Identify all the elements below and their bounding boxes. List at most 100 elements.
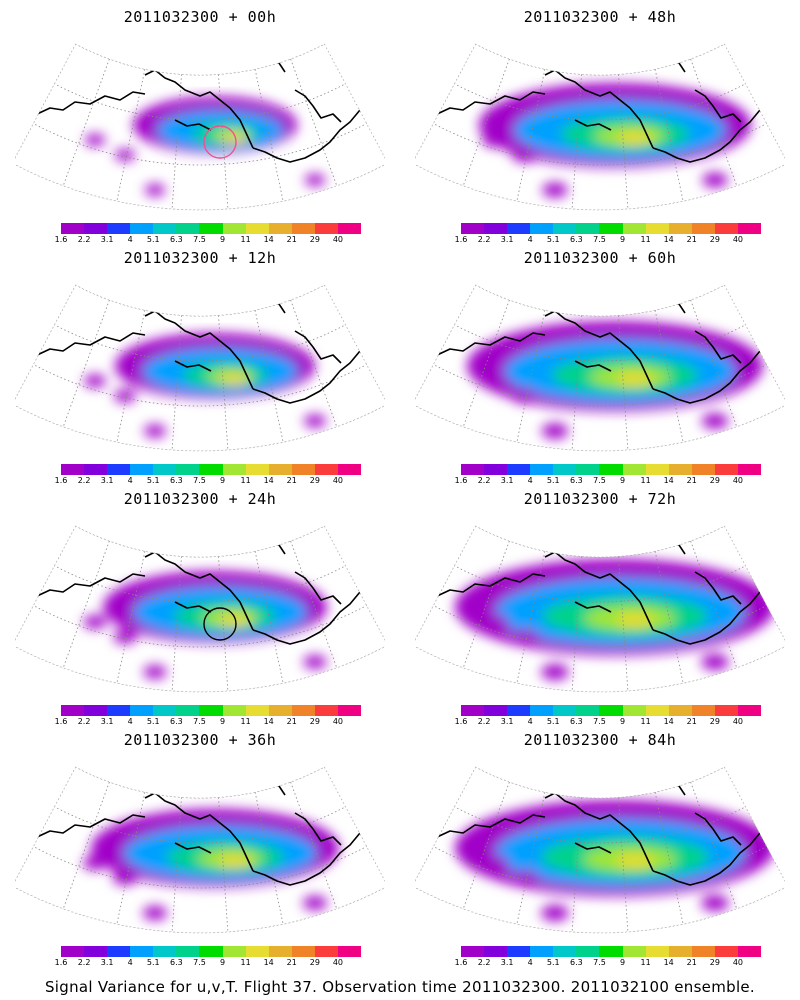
map-boundary: [15, 43, 385, 211]
colorbar-tick-label: 29: [709, 476, 720, 485]
colorbar-tick-label: 6.3: [170, 958, 183, 967]
colorbar-swatch: [199, 946, 223, 957]
coast-segment: [34, 573, 146, 598]
colorbar-tick-label: 3.1: [100, 235, 114, 244]
island-outline: [640, 543, 646, 549]
colorbar-swatch: [84, 946, 108, 957]
colorbar-swatch: [645, 705, 669, 716]
meridian-line: [171, 797, 182, 933]
colorbar: [61, 464, 362, 475]
variance-patch: [541, 423, 569, 439]
island-outline: [652, 770, 658, 776]
colorbar-swatch: [714, 705, 738, 716]
island-outline: [628, 47, 634, 53]
coast-segment: [544, 310, 654, 390]
variance-patch: [511, 388, 539, 404]
colorbar: [61, 223, 362, 234]
latitude-line: [459, 766, 741, 799]
colorbar-swatch: [668, 705, 692, 716]
colorbar-tick-label: 5.1: [146, 235, 160, 244]
colorbar-swatch: [222, 223, 246, 234]
colorbar-tick-label: 7.5: [593, 476, 606, 485]
latitude-line: [35, 72, 365, 121]
meridian-line: [290, 781, 338, 910]
colorbar-tick-label: 1.6: [54, 717, 68, 726]
colorbar-swatch: [599, 223, 623, 234]
meridian-line: [690, 781, 738, 910]
colorbar-tick-label: 11: [240, 235, 251, 244]
latitude-line: [35, 554, 365, 603]
colorbar-swatch: [530, 223, 554, 234]
colorbar-swatch: [576, 946, 600, 957]
colorbar-swatch: [176, 705, 200, 716]
colorbar-tick-label: 2.2: [77, 235, 91, 244]
variance-region: [616, 612, 654, 628]
colorbar-tick-label: 29: [309, 235, 320, 244]
colorbar-tick-label: 3.1: [100, 717, 114, 726]
colorbar-tick-label: 14: [263, 958, 274, 967]
colorbar-tick-label: 40: [732, 717, 744, 726]
meridian-line: [690, 299, 738, 428]
polar-map: [15, 525, 385, 693]
coast-segment: [434, 814, 546, 839]
polar-map: [15, 43, 385, 211]
colorbar-tick-label: 7.5: [193, 717, 206, 726]
variance-shading: [479, 83, 751, 198]
colorbar-tick-label: 9: [219, 235, 226, 244]
colorbar-swatch: [645, 223, 669, 234]
colorbar-swatch: [507, 464, 531, 475]
colorbar-swatch: [61, 705, 85, 716]
colorbar-tick-label: 9: [219, 717, 226, 726]
meridian-line: [254, 69, 284, 202]
island-outline: [634, 47, 640, 53]
colorbar-swatch: [599, 464, 623, 475]
forecast-panel-p00: 2011032300 + 00h 1.6 2.2 3.1 4 5.1 6.3 7.5 9 11 14…: [0, 0, 400, 245]
colorbar-swatch: [599, 946, 623, 957]
colorbar-swatch: [61, 464, 85, 475]
colorbar-swatch: [553, 223, 577, 234]
island-outline: [640, 777, 646, 783]
meridian-line: [171, 74, 182, 210]
colorbar-swatch: [337, 705, 362, 716]
meridian-line: [690, 540, 738, 669]
colorbar-swatch: [530, 946, 554, 957]
island-outline: [240, 536, 246, 542]
colorbar-tick-label: 29: [309, 476, 320, 485]
colorbar-swatch: [84, 223, 108, 234]
island-outline: [622, 529, 628, 535]
coast-segment: [174, 119, 212, 131]
colorbar: [461, 705, 762, 716]
colorbar-tick-label: 14: [663, 235, 674, 244]
variance-patch: [541, 664, 569, 680]
variance-shading: [82, 809, 339, 921]
island-outline: [634, 61, 640, 67]
latitude-line: [59, 525, 341, 558]
forecast-panel-p72: 2011032300 + 72h 1.6 2.2 3.1 4 5.1 6.3 7.5 9 11 14…: [400, 482, 800, 727]
colorbar-swatch: [691, 946, 715, 957]
latitude-line: [459, 284, 741, 317]
island-outline: [640, 47, 646, 53]
island-outline: [222, 288, 228, 294]
island-outline: [622, 536, 628, 542]
coast-segment: [574, 119, 612, 131]
coast-segment: [434, 573, 546, 598]
colorbar-swatch: [484, 464, 508, 475]
island-outline: [628, 529, 634, 535]
coast-segment: [434, 332, 546, 357]
forecast-panel-p60: 2011032300 + 60h 1.6 2.2 3.1 4 5.1 6.3 7.5 9 11 14…: [400, 241, 800, 486]
island-outline: [240, 302, 246, 308]
island-outline: [634, 770, 640, 776]
island-outline: [240, 295, 246, 301]
latitude-line: [15, 833, 385, 889]
meridian-line: [218, 797, 229, 933]
colorbar-swatch: [153, 223, 177, 234]
island-outline: [652, 288, 658, 294]
panel-title: 2011032300 + 84h: [523, 731, 677, 749]
island-outline: [622, 54, 628, 60]
island-outline: [246, 288, 252, 294]
latitude-line: [35, 795, 365, 844]
meridian-line: [516, 551, 546, 684]
island-outline: [252, 529, 258, 535]
coast-segment: [219, 44, 286, 73]
latitude-line: [459, 525, 741, 558]
